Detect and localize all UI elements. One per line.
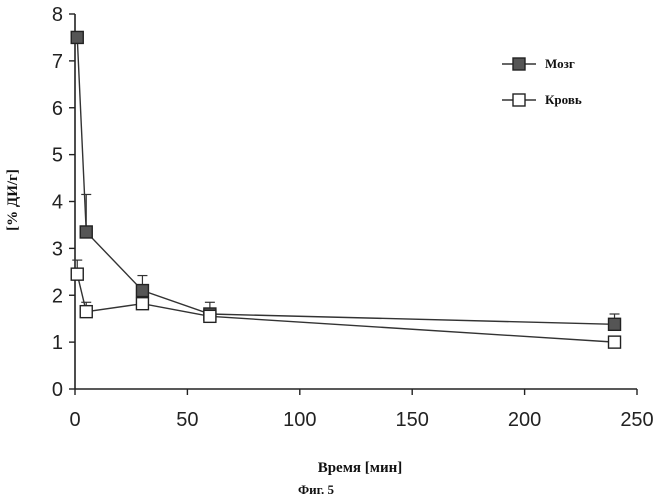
data-point [79, 225, 93, 239]
data-point [79, 304, 93, 319]
legend-label-blood: Кровь [545, 92, 582, 107]
x-tick-label: 50 [176, 409, 198, 431]
y-axis-ticks: 0 1 2 3 4 5 6 7 8 [52, 4, 75, 401]
y-tick-label: 1 [52, 332, 63, 354]
data-point [607, 317, 622, 332]
y-tick-label: 0 [52, 379, 63, 401]
y-tick-label: 4 [52, 192, 63, 214]
figure-caption: Фиг. 5 [298, 482, 335, 497]
legend-marker-brain [512, 57, 526, 71]
legend-item-blood: Кровь [502, 92, 582, 107]
x-tick-label: 0 [69, 409, 80, 431]
data-point [70, 267, 84, 281]
x-tick-label: 200 [508, 409, 541, 431]
series-layer [70, 30, 622, 349]
data-point [607, 335, 622, 349]
legend: Мозг Кровь [502, 56, 582, 107]
y-tick-label: 3 [52, 238, 63, 260]
series-brain [70, 30, 622, 332]
legend-item-brain: Мозг [502, 56, 575, 71]
data-point [135, 296, 150, 311]
legend-label-brain: Мозг [545, 56, 575, 71]
y-tick-label: 2 [52, 285, 63, 307]
data-point [203, 309, 217, 324]
data-point [135, 283, 150, 298]
y-tick-label: 5 [52, 145, 63, 167]
x-axis-title: Время [мин] [318, 460, 403, 476]
data-point [70, 30, 84, 45]
legend-marker-blood [512, 93, 526, 107]
y-axis-title: [% ДИ/г] [5, 169, 21, 231]
y-tick-label: 8 [52, 4, 63, 26]
y-tick-label: 7 [52, 51, 63, 73]
x-axis-ticks: 0 50 100 150 200 250 [69, 389, 654, 431]
x-tick-label: 250 [620, 409, 653, 431]
x-tick-label: 150 [396, 409, 429, 431]
x-tick-label: 100 [283, 409, 316, 431]
series-line [76, 273, 615, 343]
series-blood [70, 259, 622, 349]
y-tick-label: 6 [52, 98, 63, 120]
series-line [76, 37, 615, 326]
